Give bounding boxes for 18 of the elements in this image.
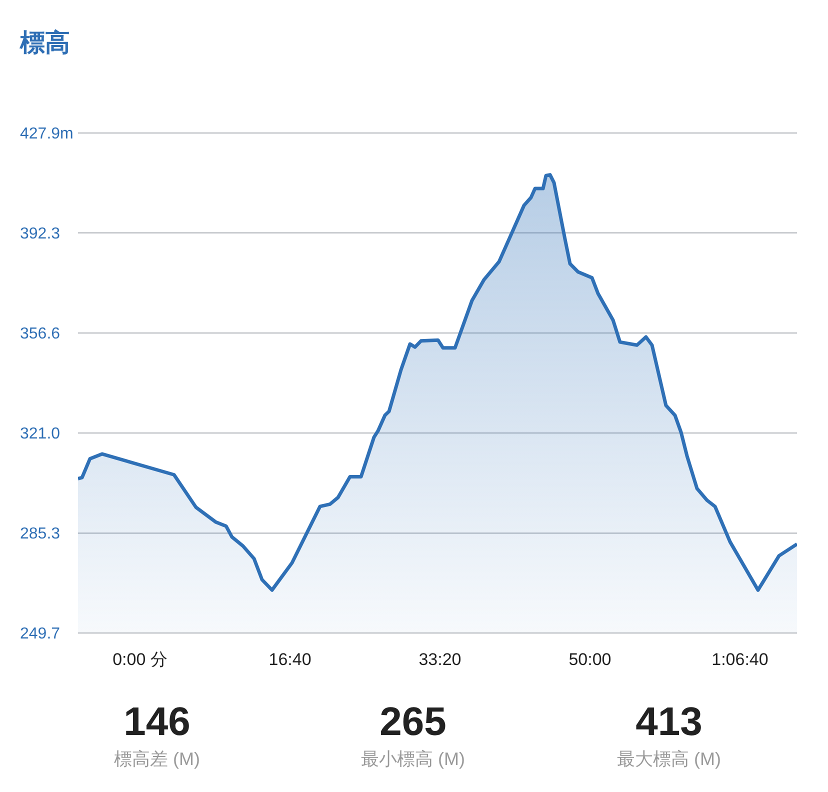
y-tick-label: 285.3 <box>20 526 60 543</box>
text: 標高差 (M) <box>113 748 201 771</box>
text: 146 <box>122 700 192 745</box>
y-tick-label: 392.3 <box>20 225 60 242</box>
text: 最小標高 (M) <box>360 748 466 771</box>
x-tick-label: 1:06:40 <box>712 650 768 670</box>
text: 最大標高 (M) <box>616 748 722 771</box>
y-tick-label: 427.9m <box>20 126 74 143</box>
y-tick-label: 356.6 <box>20 326 60 343</box>
y-tick-label: 249.7 <box>20 626 60 643</box>
chart-title: 標高 <box>20 28 70 59</box>
y-tick-label: 321.0 <box>20 426 60 443</box>
x-tick-label: 16:40 <box>268 650 312 670</box>
text: 265 <box>378 700 448 745</box>
x-tick-label: 33:20 <box>418 650 462 670</box>
x-tick-label: 50:00 <box>568 650 612 670</box>
x-tick-label: 0:00 分 <box>112 650 168 670</box>
text: 413 <box>634 700 704 745</box>
